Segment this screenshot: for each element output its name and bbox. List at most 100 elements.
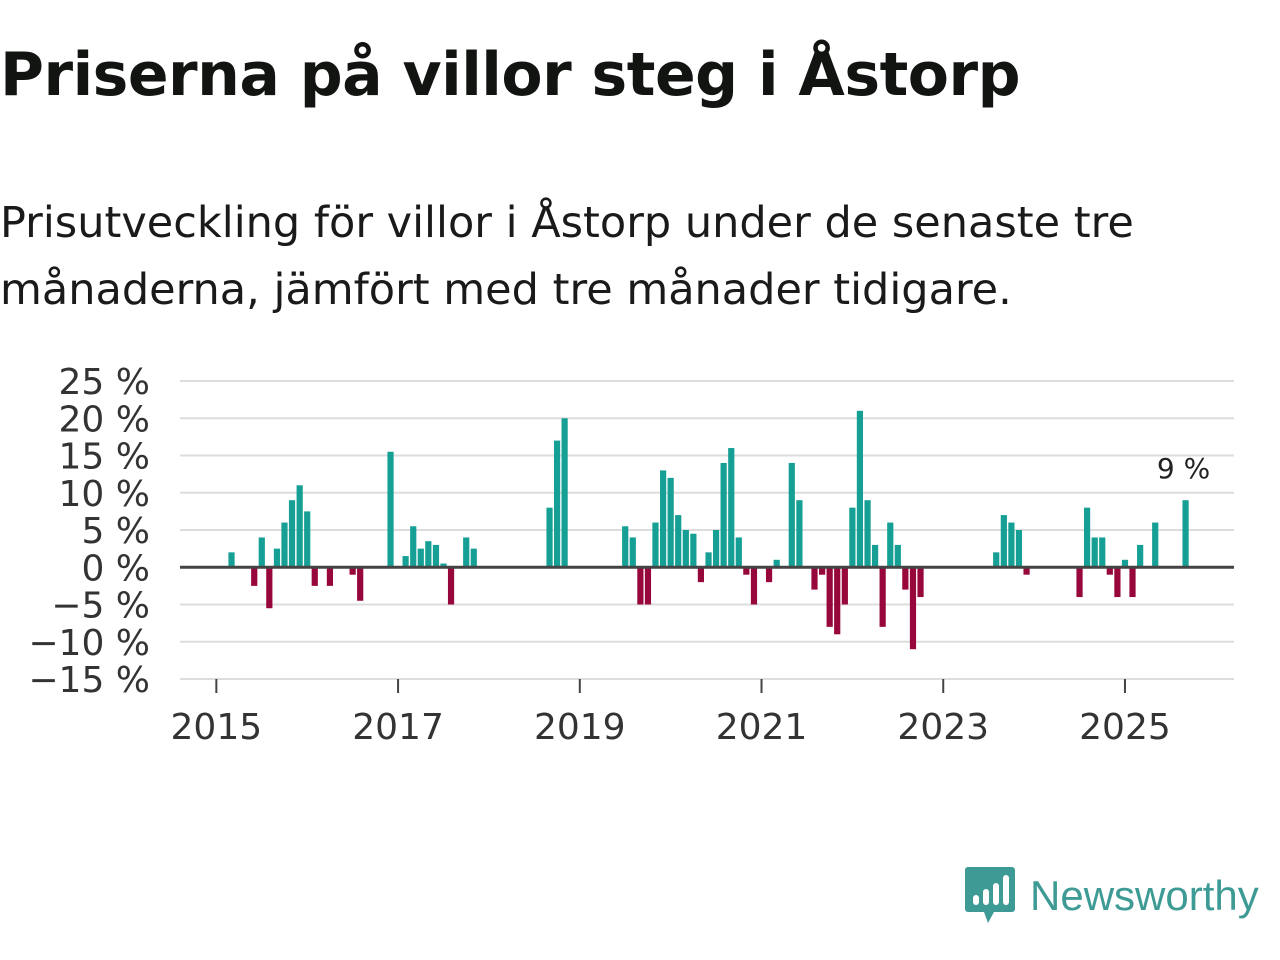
bar [1137,544,1144,568]
x-tick-label: 2023 [897,707,989,748]
bar [1008,522,1015,568]
bar [902,567,909,590]
bar [357,567,364,601]
x-axis: 2015 2017 2019 2021 2023 2025 [171,679,1171,748]
bar [304,511,311,568]
bar [546,507,553,568]
bar [826,567,833,627]
bar [667,477,674,568]
bar [417,548,424,568]
bar [637,567,644,605]
bar [887,522,894,568]
bar [811,567,818,590]
bar [273,548,281,568]
bar [1121,559,1129,568]
bar [432,544,440,568]
bar [705,552,712,568]
bar [675,515,682,568]
bar [750,567,758,605]
bar [1182,500,1189,568]
bar [410,526,417,568]
bar [1083,507,1091,568]
bar [1106,567,1113,575]
y-tick-label: −15 % [28,660,150,701]
bar [258,537,265,568]
y-tick-label: 0 % [81,548,150,589]
bar [387,451,394,568]
bar [682,530,689,568]
bar [447,567,455,605]
gridlines [180,380,1234,680]
bar [251,567,258,586]
bar [849,507,856,568]
bar [1000,515,1007,568]
bar [349,567,356,575]
bar [773,559,780,568]
y-axis-labels: −15 %−10 %−5 %0 %5 %10 %15 %20 %25 % [28,362,150,701]
chart-subtitle: Prisutveckling för villor i Åstorp under… [0,198,1134,315]
chart-title: Priserna på villor steg i Åstorp [0,40,1021,110]
bar [281,522,288,568]
bar [819,567,826,575]
bar [652,522,659,568]
bar [1091,537,1098,568]
bar [326,567,334,586]
x-tick-label: 2021 [716,707,808,748]
bar [864,500,871,568]
bar [712,530,720,568]
bar [1023,567,1030,575]
y-tick-label: −10 % [28,623,150,664]
bar [765,567,773,583]
bars [228,410,1189,650]
bar [735,537,742,568]
bar [629,537,636,568]
y-tick-label: 5 % [81,511,150,552]
bar [470,548,477,568]
bar [553,440,561,568]
bar [402,556,409,568]
bar [993,552,1000,568]
bar [311,567,318,586]
y-tick-label: −5 % [51,586,150,627]
bar [743,567,750,575]
x-tick-label: 2019 [534,707,626,748]
last-value-label: 9 % [1157,452,1210,485]
bar [296,485,303,568]
y-tick-label: 20 % [59,399,150,440]
bar [796,500,803,568]
x-tick-label: 2015 [171,707,263,748]
bar [660,470,667,568]
newsworthy-logo: Newsworthy [964,864,1259,928]
bar [697,567,705,583]
bar [879,567,886,627]
bar [1076,567,1083,598]
newsworthy-logo-icon [965,867,1015,923]
bar [728,448,735,568]
bar [909,567,917,650]
brand-name: Newsworthy [1030,872,1259,919]
bar [894,544,901,568]
bar [834,567,841,635]
bar [841,567,848,605]
x-tick-label: 2017 [352,707,444,748]
bar [266,567,273,609]
bar [288,500,296,568]
bar [1114,567,1121,598]
bar [622,526,629,568]
bar [1099,537,1106,568]
bar [690,533,697,568]
bar [561,418,568,568]
bar [871,544,879,568]
x-tick-label: 2025 [1079,707,1171,748]
y-tick-label: 25 % [59,362,150,403]
y-tick-label: 15 % [59,437,150,478]
bar [1129,567,1136,598]
bar [1015,530,1023,568]
bar [644,567,652,605]
bar [856,410,864,568]
bar [463,537,470,568]
bar [1152,522,1159,568]
bar [228,552,235,568]
bar [720,462,727,568]
